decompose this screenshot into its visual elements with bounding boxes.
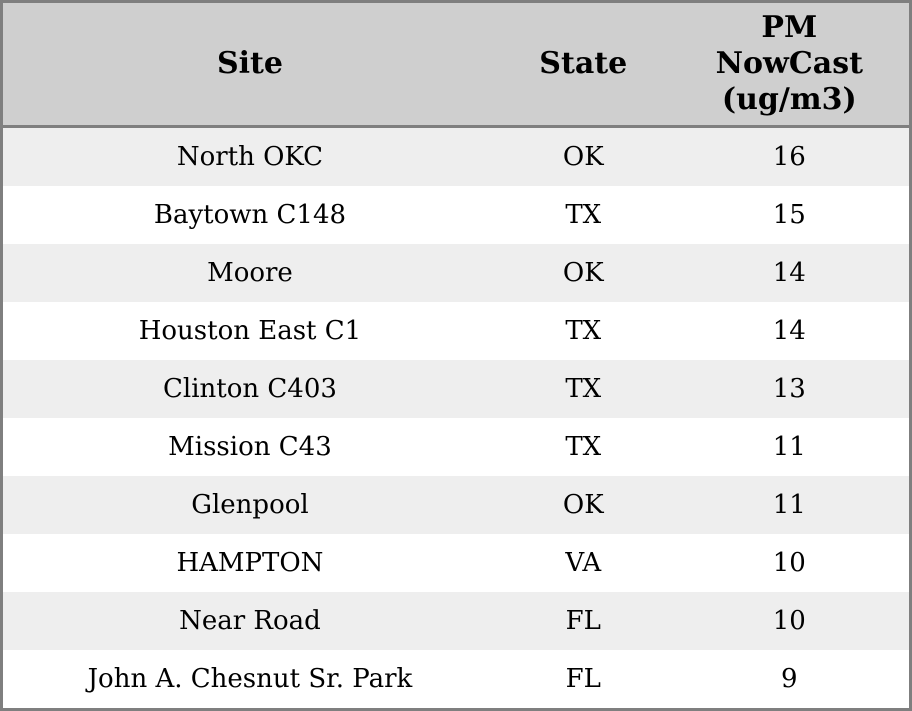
column-header-state-label: State <box>539 46 628 81</box>
pm-value-cell: 16 <box>772 142 806 172</box>
pm-value-cell: 13 <box>772 374 806 404</box>
state-cell: TX <box>565 374 602 404</box>
table-row: Moore OK 14 <box>1 244 911 302</box>
site-cell: Mission C43 <box>168 432 332 462</box>
pm-value-cell: 15 <box>772 200 806 230</box>
table-row: Clinton C403 TX 13 <box>1 360 911 418</box>
table-row: John A. Chesnut Sr. Park FL 9 <box>1 650 911 710</box>
state-cell: TX <box>565 316 602 346</box>
site-cell: North OKC <box>176 142 324 172</box>
header-row: Site State PM NowCast (ug/m3) <box>1 1 911 128</box>
site-cell: Clinton C403 <box>163 374 337 404</box>
state-cell: TX <box>565 200 602 230</box>
table-row: North OKC OK 16 <box>1 126 911 186</box>
state-cell: FL <box>565 664 601 694</box>
state-cell: OK <box>562 258 604 288</box>
state-cell: OK <box>562 142 604 172</box>
state-cell: OK <box>562 490 604 520</box>
site-cell: John A. Chesnut Sr. Park <box>87 664 413 694</box>
state-cell: VA <box>565 548 602 578</box>
site-cell: Near Road <box>179 606 321 636</box>
state-cell: TX <box>565 432 602 462</box>
pm-value-cell: 10 <box>772 548 806 578</box>
pm-value-cell: 14 <box>772 258 806 288</box>
pm-value-cell: 10 <box>772 606 806 636</box>
table-row: Glenpool OK 11 <box>1 476 911 534</box>
site-cell: Glenpool <box>191 490 309 520</box>
column-header-site: Site <box>1 1 497 128</box>
table-body: North OKC OK 16 Baytown C148 TX 15 Moore… <box>1 126 911 710</box>
table-header: Site State PM NowCast (ug/m3) <box>1 1 911 128</box>
site-cell: Houston East C1 <box>138 316 362 346</box>
column-header-pm-nowcast: PM NowCast (ug/m3) <box>669 1 911 128</box>
column-header-pm-nowcast-label: PM NowCast (ug/m3) <box>715 10 863 117</box>
state-cell: FL <box>565 606 601 636</box>
table-row: Near Road FL 10 <box>1 592 911 650</box>
table-row: Mission C43 TX 11 <box>1 418 911 476</box>
column-header-site-label: Site <box>216 46 283 81</box>
site-cell: HAMPTON <box>176 548 324 578</box>
pm-value-cell: 14 <box>772 316 806 346</box>
table-row: HAMPTON VA 10 <box>1 534 911 592</box>
site-cell: Baytown C148 <box>153 200 347 230</box>
column-header-state: State <box>496 1 670 128</box>
pm-value-cell: 11 <box>772 432 806 462</box>
site-cell: Moore <box>207 258 293 288</box>
table-row: Baytown C148 TX 15 <box>1 186 911 244</box>
table-row: Houston East C1 TX 14 <box>1 302 911 360</box>
pm-value-cell: 9 <box>781 664 798 694</box>
pm-value-cell: 11 <box>772 490 806 520</box>
